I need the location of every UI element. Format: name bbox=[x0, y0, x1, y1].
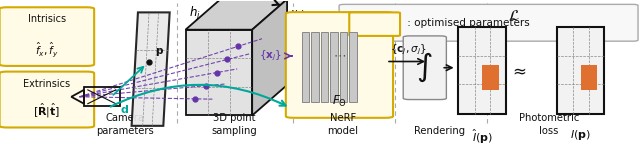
Text: Photometric
loss: Photometric loss bbox=[519, 113, 579, 136]
FancyBboxPatch shape bbox=[0, 7, 94, 66]
Text: : optimised parameters: : optimised parameters bbox=[404, 18, 530, 28]
Text: Extrinsics: Extrinsics bbox=[23, 79, 70, 89]
Polygon shape bbox=[186, 30, 252, 115]
Text: $\{\mathbf{c}_j, \sigma_j\}$: $\{\mathbf{c}_j, \sigma_j\}$ bbox=[390, 43, 427, 57]
Polygon shape bbox=[186, 0, 287, 30]
Polygon shape bbox=[252, 0, 287, 115]
Text: $\cdots$: $\cdots$ bbox=[333, 49, 346, 62]
Bar bbox=[301, 32, 309, 102]
Text: $\hat{I}(\mathbf{p})$: $\hat{I}(\mathbf{p})$ bbox=[472, 128, 493, 146]
FancyBboxPatch shape bbox=[286, 12, 393, 118]
FancyBboxPatch shape bbox=[339, 4, 638, 41]
Text: Camera
parameters: Camera parameters bbox=[97, 113, 154, 136]
FancyBboxPatch shape bbox=[403, 36, 446, 100]
Text: Intrisics: Intrisics bbox=[28, 14, 66, 24]
Text: $[\hat{\mathbf{R}}|\hat{\mathbf{t}}]$: $[\hat{\mathbf{R}}|\hat{\mathbf{t}}]$ bbox=[33, 102, 61, 120]
Bar bbox=[557, 27, 604, 114]
Bar bbox=[482, 65, 499, 90]
Text: $\approx$: $\approx$ bbox=[509, 62, 526, 80]
Text: $\{\mathbf{x}_j\}$: $\{\mathbf{x}_j\}$ bbox=[259, 49, 282, 63]
Text: $\mathbf{r}(h)$: $\mathbf{r}(h)$ bbox=[284, 8, 306, 21]
Bar bbox=[311, 32, 319, 102]
FancyBboxPatch shape bbox=[349, 12, 400, 36]
Text: $\mathbf{d}$: $\mathbf{d}$ bbox=[120, 103, 129, 115]
Text: $h_j$: $h_j$ bbox=[189, 5, 200, 23]
Bar bbox=[321, 32, 328, 102]
Text: $F_\Theta$: $F_\Theta$ bbox=[332, 93, 347, 108]
Text: $\mathbf{p}$: $\mathbf{p}$ bbox=[155, 46, 164, 58]
Bar bbox=[458, 27, 506, 114]
Text: $I(\mathbf{p})$: $I(\mathbf{p})$ bbox=[570, 128, 591, 142]
FancyBboxPatch shape bbox=[0, 72, 94, 128]
Bar bbox=[340, 32, 348, 102]
Bar bbox=[349, 32, 357, 102]
Bar bbox=[580, 65, 597, 90]
Polygon shape bbox=[132, 12, 170, 126]
Text: $\hat{f}_x, \hat{f}_y$: $\hat{f}_x, \hat{f}_y$ bbox=[35, 40, 59, 59]
Text: 3D point
sampling: 3D point sampling bbox=[212, 113, 257, 136]
Text: $\mathcal{L}$: $\mathcal{L}$ bbox=[508, 8, 520, 23]
Text: Rendering: Rendering bbox=[414, 125, 465, 136]
Text: $\int$: $\int$ bbox=[417, 51, 433, 84]
Bar bbox=[330, 32, 338, 102]
Text: NeRF
model: NeRF model bbox=[328, 113, 358, 136]
